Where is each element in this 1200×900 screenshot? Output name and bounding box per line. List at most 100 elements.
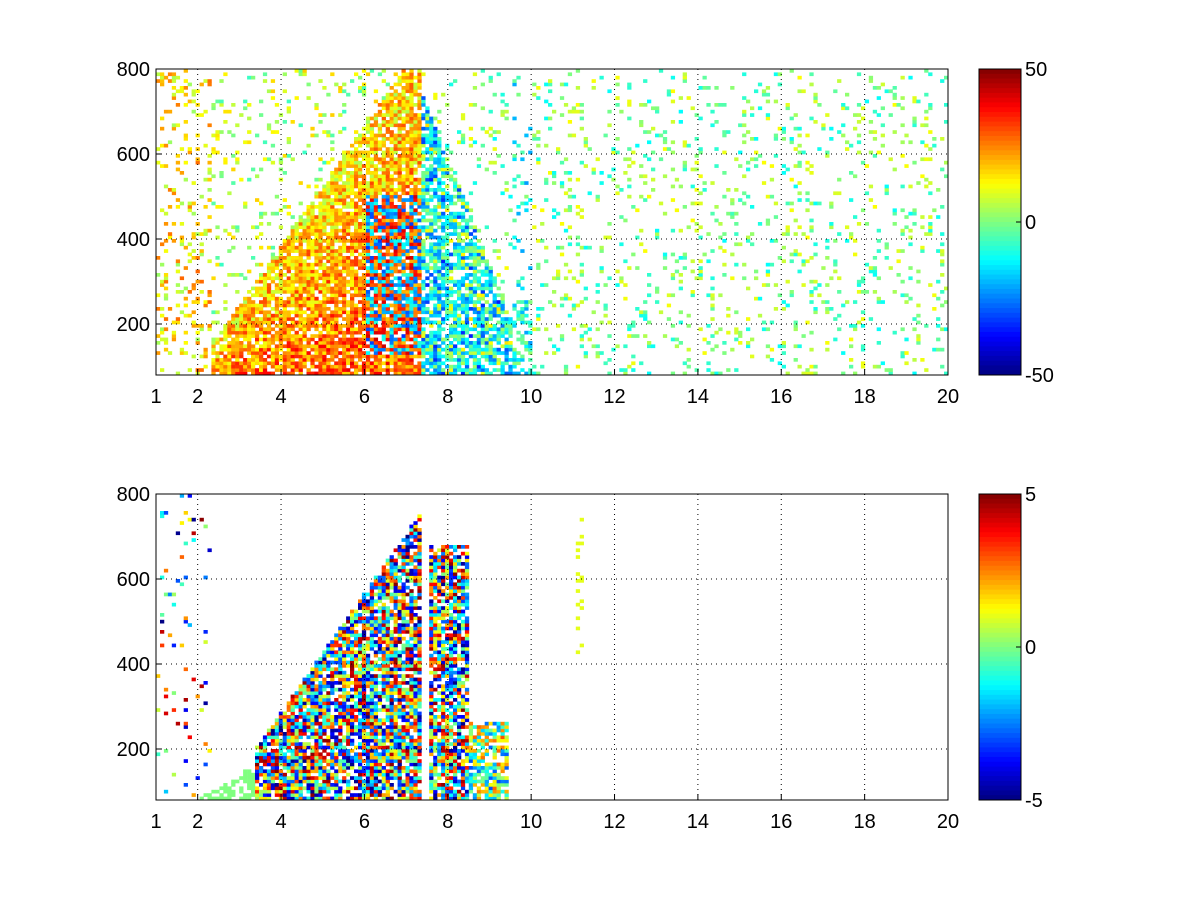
heatmap-cell [579, 262, 584, 267]
heatmap-cell [231, 324, 236, 328]
heatmap-cell [227, 191, 232, 196]
heatmap-cell [369, 201, 375, 206]
colorbar-segment [979, 112, 1021, 118]
heatmap-cell [397, 184, 402, 189]
heatmap-cell [318, 225, 323, 230]
heatmap-cell [480, 371, 485, 376]
heatmap-cell [639, 313, 644, 318]
heatmap-cell [433, 371, 438, 376]
heatmap-cell [484, 283, 489, 287]
heatmap-cell [338, 358, 343, 362]
heatmap-cell [282, 324, 287, 328]
heatmap-cell [567, 120, 573, 124]
heatmap-cell [377, 354, 383, 359]
heatmap-cell [591, 79, 596, 83]
heatmap-cell [437, 364, 442, 369]
heatmap-cell [306, 249, 311, 253]
x-tick-label: 18 [854, 386, 876, 408]
heatmap-cell [247, 177, 252, 182]
heatmap-cell [413, 256, 418, 260]
heatmap-cell [215, 337, 220, 342]
heatmap-cell [421, 262, 426, 267]
heatmap-cell [556, 347, 561, 352]
heatmap-cell [508, 368, 513, 372]
heatmap-cell [306, 371, 311, 376]
heatmap-cell [445, 317, 450, 321]
heatmap-cell [813, 279, 818, 284]
heatmap-cell [369, 242, 375, 247]
heatmap-cell [433, 334, 438, 338]
heatmap-cell [682, 140, 687, 145]
heatmap-cell [369, 266, 375, 270]
heatmap-cell [401, 215, 406, 219]
heatmap-cell [255, 286, 260, 291]
heatmap-cell [916, 303, 921, 308]
heatmap-cell [231, 103, 236, 107]
heatmap-cell [298, 327, 303, 332]
heatmap-cell [635, 266, 640, 270]
heatmap-cell [421, 259, 426, 264]
heatmap-cell [916, 320, 921, 325]
heatmap-cell [330, 198, 335, 202]
heatmap-cell [496, 300, 501, 304]
heatmap-cell [350, 157, 355, 162]
heatmap-cell [294, 361, 299, 366]
heatmap-cell [377, 72, 383, 77]
heatmap-cell [678, 184, 683, 189]
heatmap-cell [259, 276, 264, 281]
heatmap-cell [278, 276, 284, 281]
heatmap-cell [813, 310, 818, 315]
heatmap-cell [361, 293, 367, 298]
heatmap-cell [520, 317, 525, 321]
heatmap-cell [314, 283, 319, 287]
heatmap-cell [429, 320, 434, 325]
heatmap-cell [346, 150, 351, 155]
heatmap-cell [397, 364, 402, 369]
heatmap-cell [310, 313, 315, 318]
heatmap-cell [294, 368, 299, 372]
heatmap-cell [365, 232, 371, 236]
heatmap-cell [262, 371, 268, 376]
heatmap-cell [417, 273, 422, 277]
heatmap-cell [215, 137, 220, 141]
heatmap-cell [243, 330, 248, 335]
heatmap-cell [472, 181, 478, 185]
heatmap-cell [358, 133, 363, 138]
heatmap-cell [342, 334, 347, 338]
heatmap-cell [571, 276, 577, 281]
heatmap-cell [354, 256, 359, 260]
heatmap-cell [417, 252, 422, 257]
heatmap-cell [409, 225, 414, 230]
heatmap-cell [449, 174, 454, 179]
heatmap-cell [377, 126, 383, 131]
heatmap-cell [476, 269, 482, 274]
heatmap-cell [421, 337, 426, 342]
heatmap-cell [266, 89, 272, 94]
heatmap-cell [354, 303, 359, 308]
heatmap-cell [389, 368, 394, 372]
heatmap-cell [354, 283, 359, 287]
heatmap-cell [429, 222, 434, 226]
heatmap-cell [322, 160, 327, 165]
heatmap-cell [373, 218, 379, 223]
heatmap-cell [294, 228, 299, 233]
heatmap-cell [579, 300, 584, 304]
heatmap-cell [924, 143, 929, 148]
heatmap-cell [354, 239, 359, 243]
heatmap-cell [413, 130, 418, 134]
heatmap-cell [298, 252, 303, 257]
heatmap-cell [805, 191, 810, 196]
heatmap-cell [183, 86, 188, 90]
heatmap-cell [266, 123, 272, 128]
heatmap-cell [342, 222, 347, 226]
heatmap-cell [385, 334, 390, 338]
heatmap-cell [346, 191, 351, 196]
heatmap-cell [373, 147, 379, 151]
heatmap-cell [397, 293, 402, 298]
heatmap-cell [401, 177, 406, 182]
heatmap-cell [429, 218, 434, 223]
heatmap-cell [476, 259, 482, 264]
heatmap-cell [389, 361, 394, 366]
heatmap-cell [393, 327, 398, 332]
heatmap-cell [468, 286, 474, 291]
